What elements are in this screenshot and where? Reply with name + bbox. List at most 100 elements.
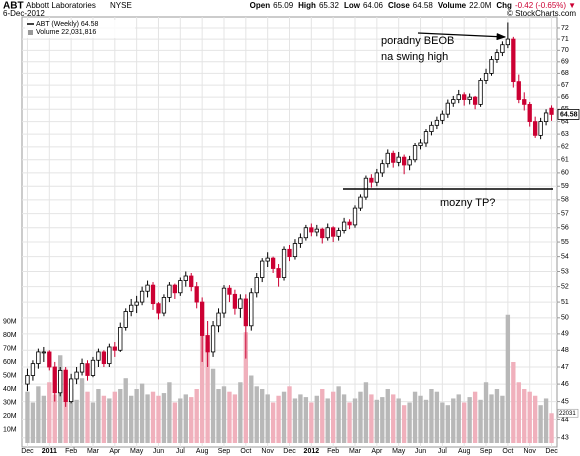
volume-bar — [199, 335, 205, 443]
candle-body — [167, 284, 172, 298]
volume-bar — [505, 314, 511, 443]
volume-bar — [407, 402, 412, 443]
x-tick-label: Jul — [176, 448, 185, 455]
volume-bar — [25, 391, 30, 443]
volume-tick-label: 90M — [3, 318, 17, 325]
annotation: na swing high — [381, 51, 448, 63]
quote-value: 22.0M — [469, 1, 492, 10]
volume-bar — [194, 389, 199, 443]
volume-bar — [549, 413, 554, 443]
y-tick-label: 45 — [561, 398, 569, 405]
volume-bar — [107, 398, 112, 443]
legend-box — [25, 20, 135, 38]
candle-body — [505, 38, 511, 46]
candle-body — [205, 335, 210, 353]
candle-body — [63, 369, 68, 402]
candle-body — [374, 172, 379, 183]
volume-bar — [232, 394, 238, 443]
candle-body — [161, 297, 167, 314]
volume-bar — [445, 405, 450, 443]
volume-bar — [276, 395, 281, 443]
candle-body — [500, 44, 505, 54]
volume-bar — [74, 399, 79, 443]
quote-value: 65.32 — [319, 1, 340, 10]
y-tick-label: 58 — [561, 197, 569, 204]
y-tick-label: 68 — [561, 70, 569, 77]
legend-entry: ABT (Weekly) 64.58 — [36, 21, 98, 28]
candle-body — [391, 152, 396, 163]
header: ABT Abbott Laboratories NYSE 6-Dec-2012 … — [3, 1, 576, 18]
candle-body — [549, 107, 554, 115]
x-tick-label: Jul — [438, 448, 447, 455]
candle-body — [385, 152, 390, 165]
candle-body — [434, 119, 440, 126]
volume-bar — [254, 386, 259, 443]
candle-body — [30, 363, 36, 376]
x-tick-label: Dec — [283, 448, 296, 455]
volume-bar — [41, 395, 47, 443]
volume-bar — [429, 389, 434, 443]
volume-bar — [369, 394, 374, 443]
y-tick-label: 50 — [561, 315, 569, 322]
volume-tick-label: 80M — [3, 332, 17, 339]
x-tick-label: Nov — [523, 448, 536, 455]
y-tick-label: 47 — [561, 364, 569, 371]
volume-bar — [396, 398, 401, 443]
candle-body — [336, 230, 341, 237]
candle-body — [358, 196, 363, 209]
symbol: ABT — [3, 1, 24, 12]
candle-body — [538, 121, 543, 136]
volume-bar — [325, 398, 330, 443]
volume-bar — [36, 386, 41, 443]
volume-bar — [129, 395, 134, 443]
volume-bar — [330, 391, 336, 443]
candle-body — [156, 303, 161, 314]
candle-body — [150, 284, 156, 305]
quote-value: 64.06 — [363, 1, 384, 10]
volume-bar — [543, 398, 549, 443]
candle-body — [423, 131, 429, 144]
date: 6-Dec-2012 — [3, 9, 45, 18]
volume-tick-label: 20M — [3, 413, 17, 420]
candle-body — [68, 378, 74, 402]
x-tick-label: Feb — [327, 448, 339, 455]
y-tick-label: 55 — [561, 239, 569, 246]
candle-body — [221, 287, 227, 314]
candle-body — [238, 298, 243, 309]
candle-body — [543, 112, 549, 122]
candle-body — [47, 351, 52, 368]
legend: ABT (Weekly) 64.58 Volume 22,031,816 — [25, 20, 135, 38]
candle-body — [96, 351, 101, 361]
candle-body — [522, 99, 527, 105]
volume-bar — [145, 394, 150, 443]
y-tick-label: 49 — [561, 331, 569, 338]
quote-arrow: ▼ — [568, 1, 576, 10]
legend-swatch — [28, 30, 33, 35]
candle-body — [85, 363, 90, 376]
candle-body — [511, 38, 516, 83]
candle-body — [472, 96, 478, 105]
candle-body — [478, 80, 483, 105]
volume-tick-label: 10M — [3, 426, 17, 433]
volume-bar — [418, 395, 423, 443]
volume-bar — [336, 386, 341, 443]
volume-bar — [156, 395, 161, 443]
volume-bar — [139, 383, 145, 443]
volume-tick-label: 30M — [3, 399, 17, 406]
x-tick-label: Sep — [218, 448, 231, 455]
candle-body — [134, 301, 139, 306]
volume-bar — [374, 399, 380, 443]
candle-body — [483, 72, 489, 81]
x-tick-label: Dec — [545, 448, 558, 455]
candle-body — [527, 103, 532, 122]
x-tick-label: Jun — [153, 448, 164, 455]
volume-bar — [227, 391, 232, 443]
candle-body — [440, 113, 445, 121]
volume-bar — [265, 394, 270, 443]
volume-tick-label: 40M — [3, 386, 17, 393]
volume-bar — [292, 398, 298, 443]
volume-bar — [358, 391, 363, 443]
volume-tick-label: 50M — [3, 372, 17, 379]
volume-bar — [298, 394, 303, 443]
volume-bar — [412, 391, 418, 443]
